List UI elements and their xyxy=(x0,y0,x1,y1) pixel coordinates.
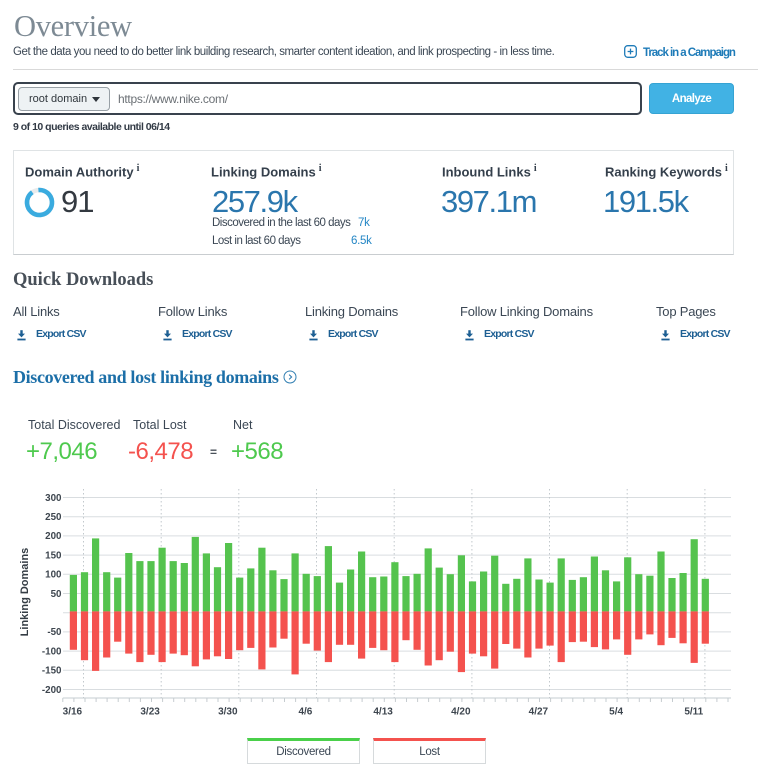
svg-text:3/30: 3/30 xyxy=(218,707,238,718)
svg-text:150: 150 xyxy=(45,550,62,561)
svg-text:200: 200 xyxy=(45,531,62,542)
svg-text:-150: -150 xyxy=(42,666,62,677)
svg-text:3/16: 3/16 xyxy=(63,707,83,718)
svg-text:-100: -100 xyxy=(42,646,62,657)
svg-text:3/23: 3/23 xyxy=(140,707,160,718)
svg-text:50: 50 xyxy=(51,589,62,600)
svg-text:4/20: 4/20 xyxy=(451,707,471,718)
svg-text:250: 250 xyxy=(45,512,62,523)
svg-text:-50: -50 xyxy=(47,627,62,638)
svg-text:100: 100 xyxy=(45,570,62,581)
svg-text:5/11: 5/11 xyxy=(684,707,703,718)
svg-text:-200: -200 xyxy=(42,685,62,696)
svg-text:300: 300 xyxy=(45,493,62,504)
svg-text:4/6: 4/6 xyxy=(298,707,312,718)
svg-text:4/27: 4/27 xyxy=(529,707,549,718)
svg-text:Linking Domains: Linking Domains xyxy=(19,548,31,637)
svg-text:5/4: 5/4 xyxy=(609,707,623,718)
svg-text:4/13: 4/13 xyxy=(373,707,393,718)
